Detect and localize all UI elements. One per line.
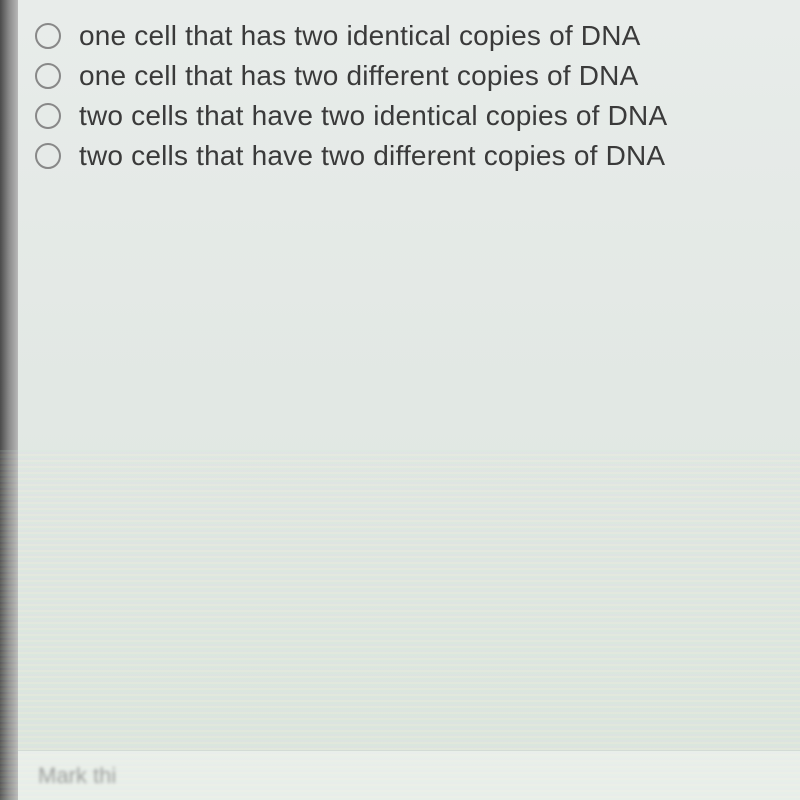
option-row[interactable]: two cells that have two different copies… xyxy=(35,140,780,172)
option-text: one cell that has two identical copies o… xyxy=(79,20,641,52)
option-text: two cells that have two identical copies… xyxy=(79,100,667,132)
radio-button[interactable] xyxy=(35,23,61,49)
option-row[interactable]: one cell that has two different copies o… xyxy=(35,60,780,92)
radio-button[interactable] xyxy=(35,63,61,89)
screen-moire-artifact xyxy=(0,450,800,800)
bottom-bar: Mark thi xyxy=(18,750,800,800)
option-text: one cell that has two different copies o… xyxy=(79,60,638,92)
option-text: two cells that have two different copies… xyxy=(79,140,665,172)
option-row[interactable]: one cell that has two identical copies o… xyxy=(35,20,780,52)
radio-button[interactable] xyxy=(35,103,61,129)
bottom-partial-text: Mark thi xyxy=(38,763,116,789)
multiple-choice-options: one cell that has two identical copies o… xyxy=(0,0,800,200)
option-row[interactable]: two cells that have two identical copies… xyxy=(35,100,780,132)
radio-button[interactable] xyxy=(35,143,61,169)
screen-left-edge xyxy=(0,0,18,800)
